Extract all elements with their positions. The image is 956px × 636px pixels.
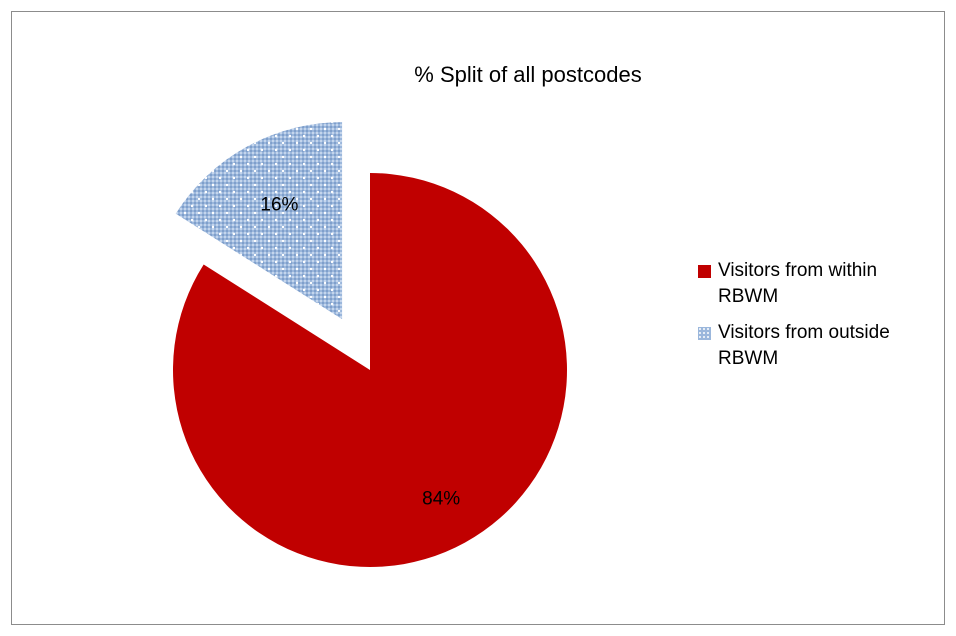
data-label-outside: 16% — [260, 194, 298, 215]
pie-slice-within — [172, 173, 567, 567]
chart-title: % Split of all postcodes — [414, 62, 642, 87]
pie-labels: 84% 16% — [260, 194, 460, 509]
legend-swatch-within — [698, 265, 711, 278]
data-label-within: 84% — [422, 488, 460, 509]
pie-slices — [172, 122, 567, 567]
pie-slice-outside-dots — [175, 122, 343, 320]
legend: Visitors from within RBWM Visitors from … — [698, 258, 938, 382]
legend-swatch-outside — [698, 327, 711, 340]
legend-label-within-line2: RBWM — [718, 286, 779, 307]
legend-label-outside-line1: Visitors from outside — [718, 322, 890, 343]
legend-item-within: Visitors from within RBWM — [698, 258, 938, 310]
legend-label-within-line1: Visitors from within — [718, 260, 878, 281]
legend-label-outside-line2: RBWM — [718, 348, 779, 369]
legend-item-outside: Visitors from outside RBWM — [698, 320, 938, 372]
